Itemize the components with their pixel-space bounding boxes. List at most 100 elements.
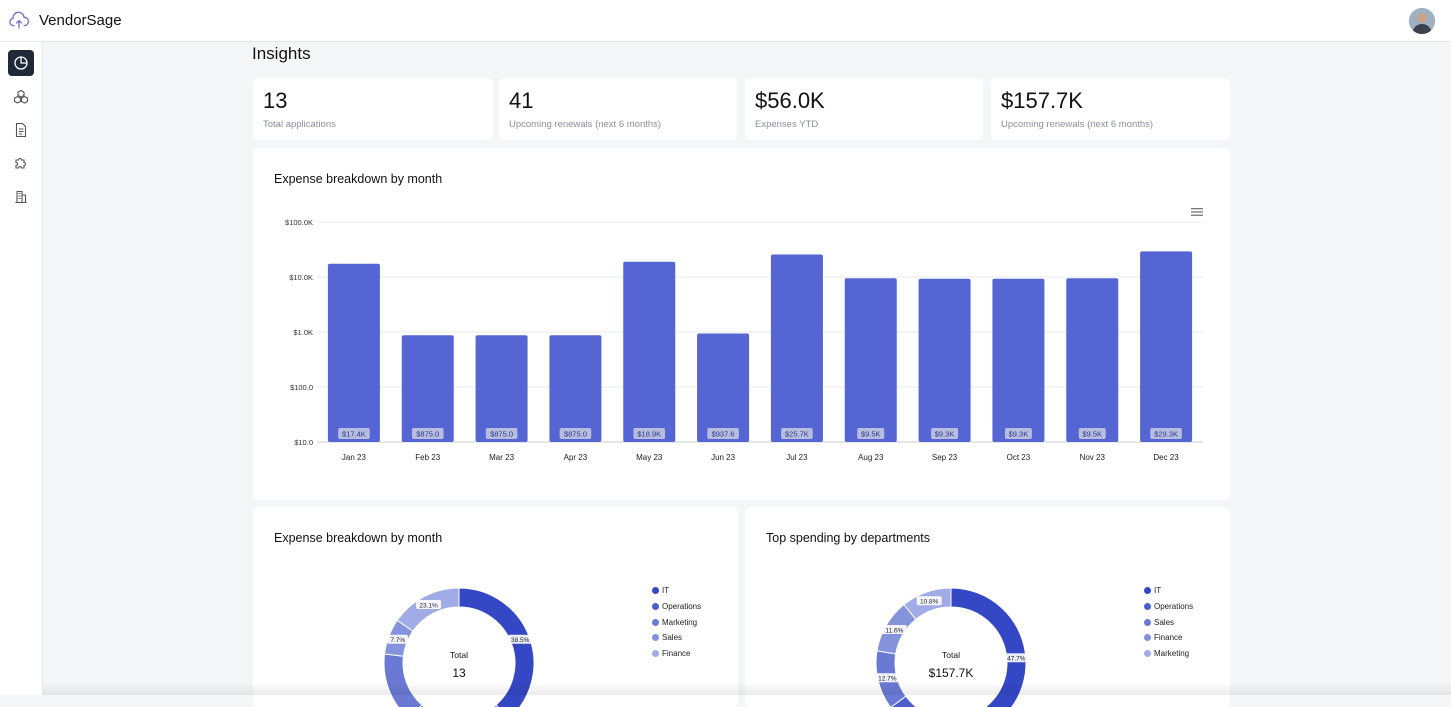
- legend-item[interactable]: Marketing: [1144, 646, 1193, 662]
- data-label: $29.3K: [1154, 430, 1178, 439]
- donut-slice[interactable]: [458, 587, 535, 707]
- legend-item[interactable]: Finance: [1144, 630, 1193, 646]
- legend-label: Sales: [662, 633, 683, 643]
- legend-dot: [652, 618, 659, 626]
- slice-label-bg: [916, 596, 942, 606]
- legend-label: IT: [662, 586, 670, 596]
- nav-applications[interactable]: [8, 84, 34, 110]
- nav-integrations[interactable]: [8, 150, 34, 176]
- bar[interactable]: [918, 278, 971, 442]
- data-label-bg: [1078, 428, 1106, 439]
- stat-card-upcoming-renewals-count: 41 Upcoming renewals (next 6 months): [499, 78, 737, 140]
- slice-label-bg: [387, 634, 409, 644]
- data-label-bg: [633, 428, 666, 439]
- legend-label: IT: [1154, 586, 1162, 596]
- data-label-bg: [338, 428, 370, 439]
- data-label-bg: [857, 428, 885, 439]
- slice-label: 38.5%: [511, 637, 530, 644]
- avatar[interactable]: [1409, 8, 1435, 34]
- cloud-upload-icon[interactable]: [8, 10, 30, 32]
- nav-documents[interactable]: [8, 117, 34, 143]
- legend-label: Sales: [1154, 617, 1175, 627]
- document-icon: [15, 122, 27, 138]
- bar[interactable]: [992, 278, 1045, 442]
- legend-item[interactable]: Sales: [652, 630, 701, 646]
- legend-dot: [1144, 634, 1151, 642]
- x-tick-label: Feb 23: [415, 453, 440, 462]
- slice-label-bg: [874, 673, 900, 683]
- bar[interactable]: [623, 261, 676, 442]
- hamburger-menu-icon[interactable]: [1191, 207, 1203, 217]
- legend-item[interactable]: Marketing: [652, 614, 701, 630]
- stat-label: Upcoming renewals (next 6 months): [1001, 119, 1154, 130]
- data-label: $18.9K: [637, 430, 661, 439]
- bar[interactable]: [1140, 251, 1193, 442]
- stat-value: 41: [509, 88, 534, 113]
- stat-value: $157.7K: [1001, 88, 1083, 113]
- stat-card-upcoming-renewals-amount: $157.7K Upcoming renewals (next 6 months…: [991, 78, 1230, 140]
- x-tick-label: May 23: [636, 453, 663, 462]
- x-tick-label: Aug 23: [858, 453, 884, 462]
- legend-dot: [652, 603, 659, 611]
- legend-item[interactable]: Operations: [652, 599, 701, 615]
- bar[interactable]: [770, 254, 823, 442]
- donut-card-right: Top spending by departments 47.7% 12.7% 11…: [745, 507, 1230, 707]
- legend-item[interactable]: IT: [1144, 583, 1193, 599]
- slice-label: 10.8%: [920, 599, 939, 606]
- legend-item[interactable]: IT: [652, 583, 701, 599]
- donut-center-label: Total: [450, 650, 468, 660]
- legend-dot: [652, 650, 659, 658]
- x-tick-label: Jan 23: [342, 453, 367, 462]
- donut-slice[interactable]: [396, 587, 460, 632]
- stat-label: Total applications: [263, 119, 336, 130]
- bar[interactable]: [327, 263, 380, 442]
- nav-insights[interactable]: [8, 50, 34, 76]
- slice-label-bg: [416, 600, 442, 610]
- data-label: $875.0: [490, 430, 513, 439]
- legend-dot: [652, 634, 659, 642]
- x-tick-label: Apr 23: [564, 453, 588, 462]
- page-title: Insights: [252, 44, 311, 63]
- legend-item[interactable]: Finance: [652, 646, 701, 662]
- stat-card-expenses-ytd: $56.0K Expenses YTD: [745, 78, 983, 140]
- donut-slice[interactable]: [383, 653, 423, 707]
- building-icon: [15, 190, 27, 204]
- data-label: $25.7K: [785, 430, 809, 439]
- legend-label: Marketing: [662, 617, 698, 627]
- slice-label: 7.7%: [390, 637, 405, 644]
- donut-center-value: 13: [452, 666, 466, 680]
- bar[interactable]: [401, 335, 454, 442]
- pie-chart-icon: [14, 56, 28, 70]
- bar[interactable]: [697, 333, 750, 442]
- slice-label-bg: [881, 625, 907, 635]
- slice-label: 23.1%: [419, 602, 438, 609]
- bar[interactable]: [844, 278, 897, 442]
- nav-vendors[interactable]: [8, 183, 34, 209]
- donut-center-value: $157.7K: [928, 666, 974, 680]
- legend-item[interactable]: Operations: [1144, 599, 1193, 615]
- data-label-bg: [559, 428, 592, 439]
- legend-dot: [1144, 587, 1151, 595]
- legend: IT Operations Marketing Sales Finance: [652, 583, 701, 661]
- data-label: $9.3K: [1009, 430, 1029, 439]
- donut-center-label: Total: [942, 650, 960, 660]
- legend-item[interactable]: Sales: [1144, 614, 1193, 630]
- bar[interactable]: [549, 335, 602, 442]
- app-name[interactable]: VendorSage: [39, 12, 122, 29]
- stat-label: Expenses YTD: [755, 119, 819, 130]
- data-label-bg: [1004, 428, 1032, 439]
- x-tick-label: Dec 23: [1153, 453, 1179, 462]
- y-tick-label: $10.0K: [289, 273, 313, 282]
- bar-chart-card: Expense breakdown by month $10.0 $100.0 $1…: [253, 148, 1230, 500]
- bar[interactable]: [475, 335, 528, 442]
- chart-title: Expense breakdown by month: [274, 172, 443, 186]
- data-label-bg: [781, 428, 813, 439]
- bar[interactable]: [1066, 278, 1119, 442]
- donut-chart: 47.7% 12.7% 11.6% 10.8%: [874, 587, 1029, 707]
- legend-dot: [1144, 603, 1151, 611]
- data-label-bg: [411, 428, 444, 439]
- stat-card-total-applications: 13 Total applications: [253, 78, 493, 140]
- x-tick-label: Jul 23: [786, 453, 808, 462]
- chart-title: Top spending by departments: [766, 531, 930, 545]
- donut-slice[interactable]: [950, 587, 1027, 707]
